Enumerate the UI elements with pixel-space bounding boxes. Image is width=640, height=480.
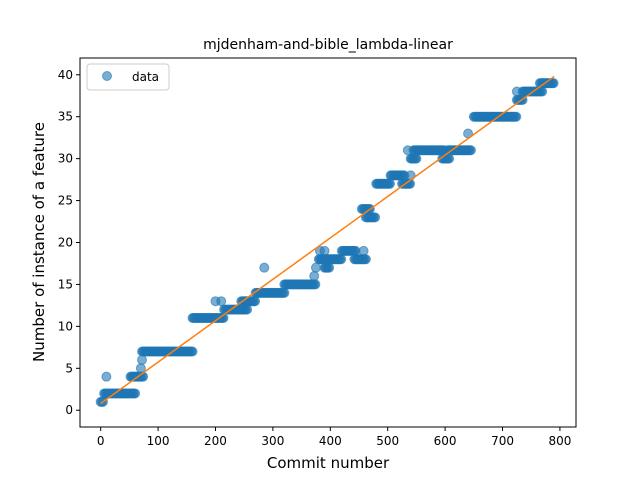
x-tick-label: 100	[147, 434, 170, 448]
x-tick-label: 600	[434, 434, 457, 448]
y-tick-label: 5	[65, 361, 73, 375]
y-tick-label: 10	[58, 319, 73, 333]
x-axis-label: Commit number	[267, 454, 390, 472]
x-tick-label: 200	[204, 434, 227, 448]
data-point	[444, 153, 455, 164]
y-tick-label: 20	[58, 236, 73, 250]
x-tick-label: 400	[319, 434, 342, 448]
data-point	[101, 371, 112, 382]
data-point	[137, 354, 147, 365]
data-point	[511, 86, 522, 97]
axes-frame	[79, 57, 577, 428]
x-tick-label: 0	[97, 434, 105, 448]
data-point	[537, 86, 548, 97]
data-point	[465, 145, 476, 156]
y-tick-label: 40	[58, 68, 73, 82]
data-point	[187, 346, 198, 357]
y-tick-label: 25	[58, 194, 73, 208]
data-point	[336, 254, 347, 265]
chart-title: mjdenham-and-bible_lambda-linear	[203, 37, 453, 53]
data-point	[402, 145, 413, 156]
data-point	[370, 212, 381, 223]
data-point	[360, 254, 371, 265]
data-point	[319, 245, 330, 256]
data-point	[358, 245, 369, 256]
y-axis-label: Number of instance of a feature	[30, 122, 48, 362]
axis-ticks: 0 100 200 300 400 500 600 700 800 0 5 10 15 20 25 30 35 4…	[58, 68, 572, 448]
y-tick-label: 30	[58, 152, 73, 166]
data-point	[385, 178, 395, 189]
y-tick-label: 0	[65, 403, 73, 417]
legend-marker-data	[102, 71, 112, 81]
plot-area	[95, 75, 559, 407]
legend-frame	[86, 63, 170, 91]
x-tick-label: 800	[548, 434, 571, 448]
data-point	[324, 262, 335, 273]
data-point	[548, 78, 559, 89]
data-point	[216, 296, 227, 307]
x-tick-label: 500	[376, 434, 399, 448]
fit-line	[100, 75, 555, 405]
y-tick-label: 15	[58, 277, 73, 291]
data-point	[411, 153, 422, 164]
y-tick-label: 35	[58, 110, 73, 124]
x-tick-label: 700	[491, 434, 514, 448]
x-tick-label: 300	[261, 434, 284, 448]
data-point	[511, 111, 522, 122]
legend-label-data: data	[132, 70, 159, 84]
legend: data	[86, 63, 170, 91]
data-point	[309, 271, 320, 282]
data-point	[279, 287, 290, 298]
data-point	[310, 262, 321, 273]
data-point	[130, 388, 141, 399]
data-point	[259, 262, 270, 273]
data-point	[242, 304, 253, 315]
data-point	[250, 296, 261, 307]
data-point	[310, 279, 321, 290]
